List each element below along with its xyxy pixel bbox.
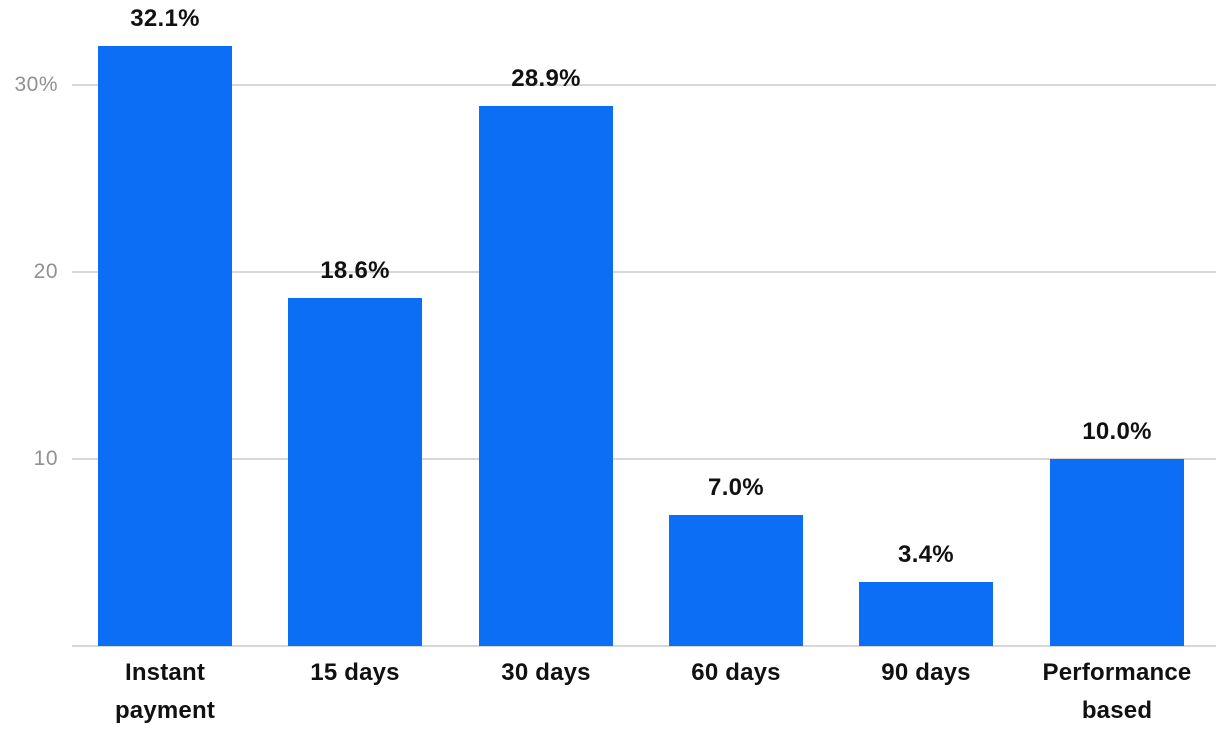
x-axis-label: 90 days (881, 659, 971, 686)
y-tick-label: 10 (33, 447, 58, 470)
bar-value-label: 7.0% (708, 474, 764, 501)
bar-value-label: 3.4% (898, 541, 954, 568)
y-tick-label: 30% (14, 73, 58, 96)
bar-value-label: 18.6% (320, 257, 390, 284)
x-axis-label: Performance based (1042, 659, 1192, 724)
x-axis-label: Instant payment (114, 659, 216, 724)
x-axis-line (72, 645, 1216, 647)
x-axis-label: 15 days (310, 659, 400, 686)
bar-value-label: 28.9% (511, 65, 581, 92)
bar (1050, 459, 1184, 646)
x-axis-label: 30 days (501, 659, 591, 686)
bar (479, 106, 613, 646)
bar-value-label: 10.0% (1082, 418, 1152, 445)
bar (98, 46, 232, 646)
gridline (72, 84, 1216, 86)
bar (288, 298, 422, 646)
bar-value-label: 32.1% (130, 5, 200, 32)
gridline (72, 271, 1216, 273)
bar (669, 515, 803, 646)
bar (859, 582, 993, 646)
gridline (72, 458, 1216, 460)
y-tick-label: 20 (33, 260, 58, 283)
x-axis-label: 60 days (691, 659, 781, 686)
